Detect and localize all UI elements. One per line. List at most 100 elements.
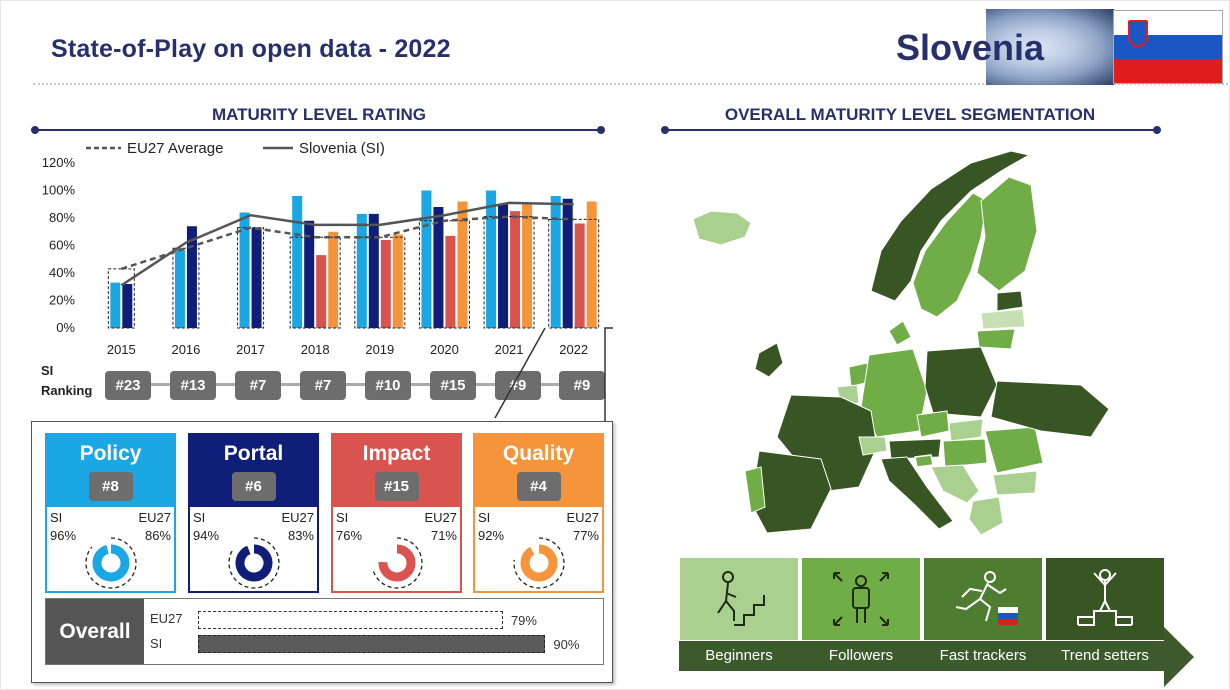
rank-badge-2020: #15 xyxy=(430,371,476,400)
bar-quality-2018 xyxy=(328,231,339,328)
segment-trend-setters xyxy=(1046,558,1164,640)
eu-box-2016 xyxy=(172,247,200,329)
card-eu-value: 71% xyxy=(430,528,457,543)
bar-portal-2016 xyxy=(186,226,197,328)
series-line-eu27-average xyxy=(120,215,574,271)
map-portugal xyxy=(744,466,766,514)
card-eu-label: EU27 xyxy=(281,510,314,525)
header-network-graphic xyxy=(986,9,1114,85)
donut-si-arc xyxy=(378,544,416,582)
bar-impact-2022 xyxy=(574,223,585,328)
overall-eu-bar xyxy=(198,611,503,629)
rank-badge-2022: #9 xyxy=(559,371,605,400)
map-greece xyxy=(968,496,1004,536)
x-tick-label: 2015 xyxy=(107,342,136,357)
card-si-value: 92% xyxy=(478,528,505,543)
legend-si-label: Slovenia (SI) xyxy=(299,140,385,157)
segment-arrow xyxy=(1164,627,1194,687)
map-latvia xyxy=(980,308,1026,330)
segment-label: Fast trackers xyxy=(939,647,1027,664)
y-tick-label: 80% xyxy=(49,210,75,225)
map-slovenia xyxy=(914,454,934,468)
x-tick-label: 2018 xyxy=(301,342,330,357)
map-poland xyxy=(924,346,998,418)
ranking-line xyxy=(121,383,591,386)
card-title: Quality xyxy=(502,442,575,465)
card-title: Impact xyxy=(362,442,431,465)
y-tick-label: 0% xyxy=(56,320,75,335)
dimension-panel: Policy #8 SI EU27 96% 86% Portal #6 SI EU27 94% 83%… xyxy=(31,421,613,683)
header-divider xyxy=(33,83,1228,85)
overall-si-bar xyxy=(198,635,546,653)
segment-followers xyxy=(802,558,920,640)
map-ukraine xyxy=(990,380,1110,438)
card-eu-value: 77% xyxy=(572,528,599,543)
rank-badge-2019: #10 xyxy=(365,371,411,400)
segment-beginners xyxy=(680,558,798,640)
map-czechia xyxy=(916,410,950,438)
card-si-label: SI xyxy=(50,510,63,525)
card-si-label: SI xyxy=(336,510,349,525)
map-denmark xyxy=(888,320,912,346)
card-donut xyxy=(372,537,423,589)
rank-badge-2018: #7 xyxy=(300,371,346,400)
bar-policy-2017 xyxy=(239,212,250,328)
card-si-label: SI xyxy=(193,510,206,525)
card-header: Impact #15 xyxy=(333,435,460,507)
card-eu-label: EU27 xyxy=(138,510,171,525)
map-estonia xyxy=(996,290,1024,312)
segmentation-section-underline xyxy=(661,126,1161,134)
bar-impact-2020 xyxy=(445,235,456,328)
overall-eu-label: EU27 xyxy=(150,611,183,626)
card-portal: Portal #6 SI EU27 94% 83% xyxy=(188,433,319,593)
donut-si-arc xyxy=(520,544,558,582)
segment-label: Beginners xyxy=(705,647,773,664)
map-lithuania xyxy=(976,328,1016,350)
donut-eu-arc xyxy=(228,537,280,589)
bar-portal-2022 xyxy=(562,198,573,328)
donut-si-arc xyxy=(235,544,273,582)
segmentation-section-title: OVERALL MATURITY LEVEL SEGMENTATION xyxy=(724,105,1096,124)
ranking-label-si: SI xyxy=(41,363,54,378)
donut-si-arc xyxy=(92,544,130,582)
card-header: Policy #8 xyxy=(47,435,174,507)
card-si-value: 76% xyxy=(336,528,363,543)
card-eu-value: 83% xyxy=(287,528,314,543)
overall-heading: Overall xyxy=(46,599,144,664)
bar-portal-2021 xyxy=(498,204,509,328)
y-tick-label: 20% xyxy=(49,293,75,308)
bar-impact-2021 xyxy=(510,211,521,328)
map-austria xyxy=(888,438,942,460)
bar-policy-2016 xyxy=(174,249,185,328)
bar-policy-2019 xyxy=(356,213,367,328)
segment-fast-trackers xyxy=(924,558,1042,640)
map-balkans xyxy=(930,464,980,504)
y-tick-label: 40% xyxy=(49,265,75,280)
card-eu-label: EU27 xyxy=(566,510,599,525)
map-ireland xyxy=(754,342,784,378)
rank-badge-2017: #7 xyxy=(235,371,281,400)
card-rank-badge: #15 xyxy=(374,472,419,501)
card-title: Policy xyxy=(79,442,142,465)
bar-portal-2017 xyxy=(251,227,262,328)
card-donut xyxy=(513,537,565,589)
card-donut xyxy=(228,537,280,589)
bar-policy-2015 xyxy=(110,282,121,328)
bar-policy-2021 xyxy=(486,190,497,328)
y-tick-label: 60% xyxy=(49,238,75,253)
x-tick-label: 2022 xyxy=(559,342,588,357)
card-rank-badge: #8 xyxy=(88,472,133,501)
map-finland xyxy=(976,176,1038,292)
bar-portal-2020 xyxy=(433,207,444,328)
card-eu-value: 86% xyxy=(144,528,171,543)
callout-connector xyxy=(494,327,613,422)
map-switzerland xyxy=(858,436,888,456)
card-impact: Impact #15 SI EU27 76% 71% xyxy=(331,433,462,593)
ranking-label: SI Ranking xyxy=(41,361,92,401)
legend-eu-label: EU27 Average xyxy=(127,140,223,157)
overall-si-label: SI xyxy=(150,636,163,651)
x-tick-label: 2017 xyxy=(236,342,265,357)
y-tick-label: 120% xyxy=(42,155,76,170)
ranking-label-ranking: Ranking xyxy=(41,383,93,398)
